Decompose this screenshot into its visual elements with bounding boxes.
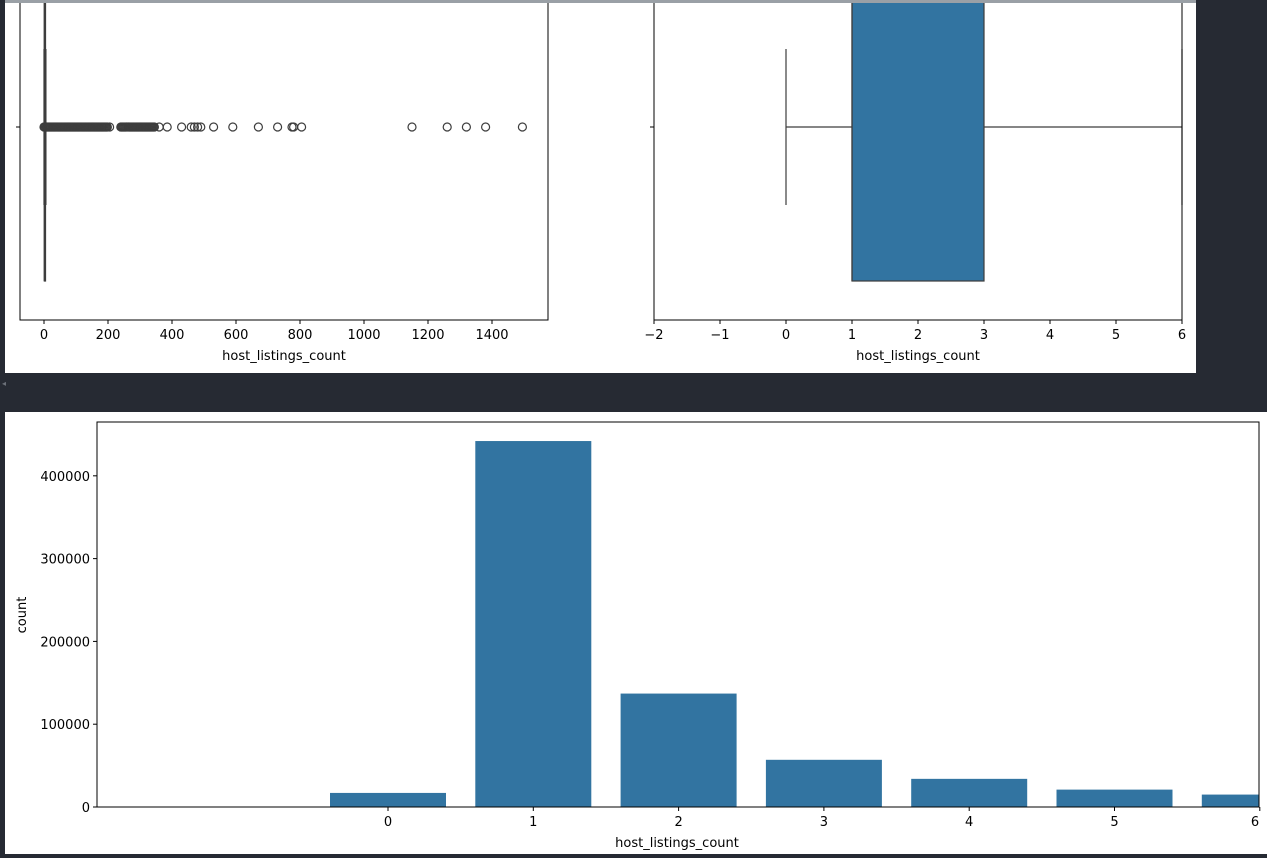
boxplot-left-outlier-point	[297, 122, 307, 132]
boxplot-right-x-tick-label: −1	[710, 328, 729, 343]
boxplot-left-outlier-point	[196, 122, 206, 132]
boxplot-left-x-tick-label: 200	[96, 328, 121, 343]
countplot-x-tick-label: 6	[1251, 815, 1259, 830]
countplot-bar	[765, 759, 882, 807]
boxplot-left-outlier-point	[186, 122, 196, 132]
countplot-x-tick-label: 5	[1110, 815, 1118, 830]
countplot-y-tick-label: 300000	[40, 553, 90, 568]
boxplot-left-outlier-point	[481, 122, 491, 132]
countplot-bar	[1201, 794, 1259, 807]
boxplot-left-outlier-point	[228, 122, 238, 132]
top-border	[5, 0, 1196, 3]
boxplot-right-x-tick-label: 3	[980, 328, 988, 343]
countplot-bar	[1056, 789, 1173, 807]
boxplot-left-outlier-point	[517, 122, 528, 132]
boxplot-left-outlier-point	[193, 122, 203, 132]
collapse-arrow-icon[interactable]: ◂	[2, 379, 7, 388]
top-figure-panel: 0 200 400 600 800 1000 1200 1400 host_listings_c…	[5, 0, 1196, 373]
boxplot-left-x-axis-label: host_listings_count	[222, 349, 346, 364]
boxplot-right-x-tick-label: 2	[914, 328, 922, 343]
boxplot-left-outlier-point	[104, 122, 115, 132]
boxplot-right-x-tick-label: 6	[1178, 328, 1186, 343]
boxplot-left-x-tick-label: 600	[224, 328, 249, 343]
countplot-bars-group	[330, 441, 1259, 807]
boxplot-right-x-tick-label: −2	[644, 328, 663, 343]
top-boxplots-svg: 0 200 400 600 800 1000 1200 1400 host_listings_c…	[16, 0, 1186, 364]
boxplot-right-x-tick-label: 1	[848, 328, 856, 343]
boxplot-left-x-tick-label: 1000	[347, 328, 380, 343]
countplot-svg: 0 100000 200000 300000 400000 0 1 2 3 4 5 6 host_lis…	[15, 421, 1261, 851]
boxplot-left-outlier-point	[253, 122, 263, 132]
countplot-axes-frame	[96, 421, 1260, 808]
boxplot-left-x-tick-label: 1200	[411, 328, 444, 343]
boxplot-right-x-tick-label: 4	[1046, 328, 1054, 343]
boxplot-left-x-tick-label: 400	[160, 328, 185, 343]
boxplot-left-outlier-point	[209, 122, 219, 132]
countplot-x-tick-label: 0	[384, 815, 392, 830]
countplot-x-tick-label: 2	[674, 815, 682, 830]
countplot-bar	[911, 778, 1028, 807]
countplot-y-axis-label: count	[15, 597, 30, 634]
boxplot-left-outlier-point	[407, 122, 417, 132]
boxplot-left-x-tick-label: 0	[40, 328, 48, 343]
boxplot-left-outlier-point	[273, 122, 283, 132]
countplot-y-tick-label: 0	[82, 801, 90, 816]
countplot-y-tick-label: 200000	[40, 635, 90, 650]
countplot-x-tick-label: 1	[529, 815, 537, 830]
boxplot-left-outlier-point	[162, 122, 172, 132]
countplot-bar	[620, 693, 737, 807]
countplot-y-tick-label: 100000	[40, 718, 90, 733]
boxplot-right-x-axis-label: host_listings_count	[856, 349, 980, 364]
boxplot-left-axes-frame	[19, 0, 549, 321]
bottom-figure-panel: 0 100000 200000 300000 400000 0 1 2 3 4 5 6 host_lis…	[5, 412, 1267, 854]
countplot-x-tick-label: 3	[820, 815, 828, 830]
boxplot-left-outlier-point	[442, 122, 452, 132]
countplot-x-axis-label: host_listings_count	[615, 836, 739, 851]
boxplot-right-x-tick-label: 5	[1112, 328, 1120, 343]
boxplot-right-x-tick-label: 0	[782, 328, 790, 343]
countplot-x-tick-label: 4	[965, 815, 973, 830]
countplot-bar	[330, 792, 446, 807]
boxplot-left-outlier-point	[461, 122, 471, 132]
boxplot-left-x-tick-label: 1400	[475, 328, 508, 343]
boxplot-right-box	[851, 0, 985, 282]
boxplot-left-outlier-point	[189, 122, 199, 132]
countplot-bar	[475, 441, 592, 807]
countplot-y-tick-label: 400000	[40, 470, 90, 485]
boxplot-left-x-tick-label: 800	[288, 328, 313, 343]
boxplot-left-outlier-point	[149, 122, 159, 132]
boxplot-left-outlier-point	[177, 122, 187, 132]
